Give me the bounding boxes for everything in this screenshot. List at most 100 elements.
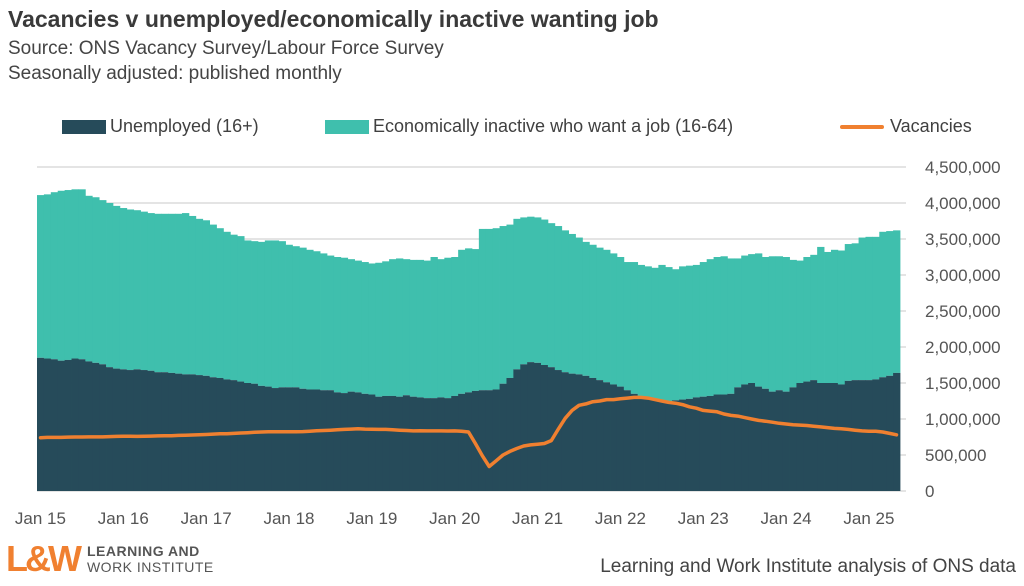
y-tick-label: 3,500,000 — [925, 230, 1001, 249]
bar-inactive — [43, 194, 52, 359]
bar-inactive — [154, 213, 162, 373]
bar-inactive — [665, 267, 673, 401]
bar-inactive — [685, 265, 694, 399]
bar-inactive — [99, 200, 107, 365]
bar-inactive — [886, 231, 894, 376]
bar-inactive — [188, 215, 197, 375]
bar-unemployed — [575, 374, 583, 491]
bar-inactive — [644, 266, 652, 399]
legend-item-unemployed: Unemployed (16+) — [62, 116, 259, 137]
bar-unemployed — [64, 359, 72, 491]
bar-inactive — [630, 262, 639, 394]
bar-inactive — [879, 231, 887, 378]
bar-unemployed — [271, 388, 280, 491]
bar-inactive — [271, 240, 280, 389]
bar-unemployed — [893, 372, 901, 491]
y-tick-label: 3,000,000 — [925, 266, 1001, 285]
bar-inactive — [616, 257, 625, 387]
bar-inactive — [623, 262, 632, 391]
bar-inactive — [112, 205, 121, 369]
bar-inactive — [775, 256, 784, 391]
x-tick-label: Jan 25 — [843, 509, 894, 528]
bar-inactive — [527, 216, 535, 363]
footer-credit: Learning and Work Institute analysis of … — [600, 556, 1016, 577]
bar-inactive — [706, 259, 714, 396]
bar-inactive — [803, 257, 811, 382]
bar-inactive — [382, 261, 390, 396]
bar-inactive — [278, 241, 286, 388]
bar-inactive — [389, 259, 397, 396]
bar-inactive — [748, 254, 756, 383]
y-tick-label: 4,000,000 — [925, 194, 1001, 213]
bar-inactive — [257, 241, 266, 386]
bar-unemployed — [175, 373, 183, 491]
bar-unemployed — [402, 395, 411, 491]
bar-unemployed — [540, 365, 549, 491]
bar-inactive — [844, 244, 853, 381]
bar-inactive — [713, 257, 721, 395]
bar-unemployed — [824, 383, 832, 491]
y-tick-label: 500,000 — [925, 446, 986, 465]
bar-inactive — [396, 258, 404, 397]
bar-unemployed — [333, 392, 342, 491]
bar-unemployed — [830, 383, 839, 491]
bar-unemployed — [292, 387, 300, 491]
bar-inactive — [333, 257, 342, 393]
bar-unemployed — [858, 380, 866, 491]
bar-inactive — [796, 260, 804, 383]
bar-inactive — [354, 260, 362, 393]
bar-inactive — [651, 267, 659, 401]
bar-unemployed — [685, 398, 694, 491]
x-tick-label: Jan 21 — [512, 509, 563, 528]
logo-line1: LEARNING AND — [86, 543, 200, 559]
bar-unemployed — [168, 372, 176, 491]
bar-unemployed — [789, 387, 797, 491]
bar-inactive — [423, 260, 431, 399]
bar-inactive — [699, 262, 708, 397]
bar-inactive — [444, 257, 452, 399]
bar-inactive — [126, 209, 135, 371]
bar-unemployed — [444, 398, 452, 491]
bar-inactive — [409, 259, 418, 397]
bar-unemployed — [416, 397, 425, 491]
bar-inactive — [230, 234, 238, 381]
bar-inactive — [582, 241, 590, 376]
bar-inactive — [140, 211, 148, 371]
bar-unemployed — [85, 361, 93, 491]
bar-unemployed — [106, 367, 114, 491]
bar-inactive — [610, 253, 618, 385]
bar-inactive — [320, 253, 328, 391]
y-tick-label: 0 — [925, 482, 934, 501]
bar-inactive — [865, 236, 873, 381]
bar-inactive — [430, 257, 438, 399]
bar-inactive — [451, 257, 459, 396]
bar-inactive — [251, 241, 259, 384]
bar-unemployed — [616, 386, 625, 491]
bar-unemployed — [389, 395, 397, 491]
bar-inactive — [416, 259, 425, 398]
bar-unemployed — [161, 372, 169, 491]
bar-inactive — [720, 256, 728, 395]
bar-unemployed — [520, 364, 528, 491]
x-tick-label: Jan 23 — [678, 509, 729, 528]
bar-inactive — [561, 230, 570, 373]
bar-unemployed — [706, 395, 714, 491]
x-tick-label: Jan 20 — [429, 509, 480, 528]
bar-inactive — [37, 195, 45, 358]
bar-unemployed — [99, 364, 107, 491]
legend-label: Unemployed (16+) — [110, 116, 259, 136]
bar-unemployed — [43, 358, 52, 491]
bar-inactive — [306, 249, 314, 390]
bar-unemployed — [672, 400, 680, 491]
bar-unemployed — [78, 359, 86, 491]
bar-inactive — [741, 255, 749, 385]
logo-line2: WORK INSTITUTE — [86, 559, 214, 575]
bar-inactive — [202, 220, 210, 376]
bar-unemployed — [713, 394, 721, 491]
bar-inactive — [471, 249, 480, 391]
bar-inactive — [264, 240, 273, 387]
bar-unemployed — [451, 395, 459, 491]
y-tick-label: 4,500,000 — [925, 158, 1001, 177]
bar-unemployed — [534, 362, 542, 491]
bar-inactive — [596, 247, 604, 381]
